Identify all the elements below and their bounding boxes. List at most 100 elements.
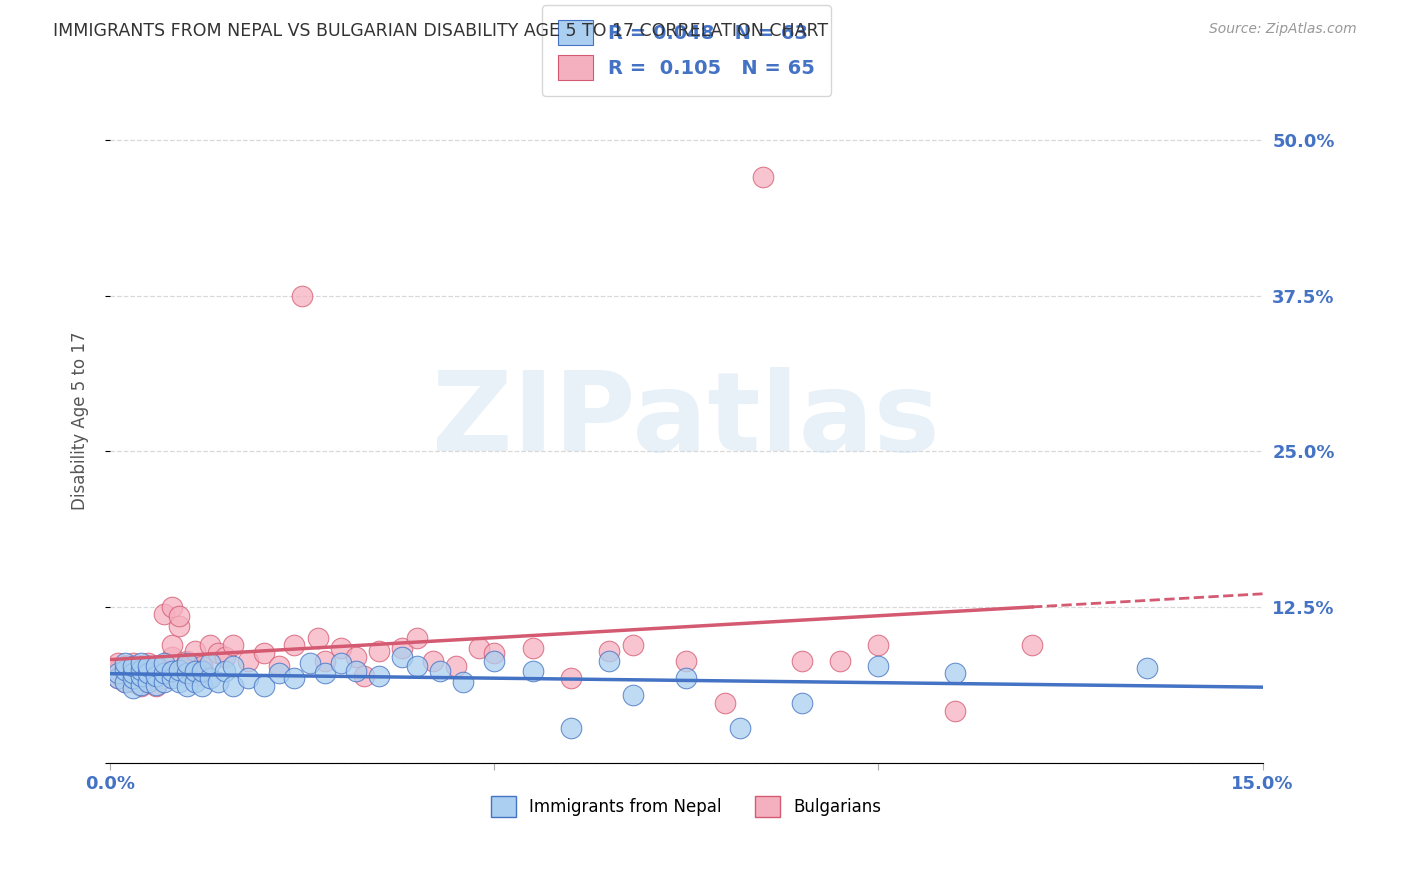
Point xyxy=(145,677,167,691)
Point xyxy=(790,696,813,710)
Point xyxy=(291,288,314,302)
Point xyxy=(675,654,697,668)
Point xyxy=(238,671,260,685)
Point xyxy=(160,650,183,665)
Point xyxy=(353,669,375,683)
Point xyxy=(675,671,697,685)
Point xyxy=(222,638,245,652)
Point xyxy=(198,638,221,652)
Point xyxy=(107,671,129,685)
Point xyxy=(422,654,444,668)
Point xyxy=(828,654,851,668)
Point xyxy=(138,675,160,690)
Point xyxy=(198,657,221,671)
Point xyxy=(176,666,198,681)
Point xyxy=(621,688,644,702)
Point xyxy=(484,654,506,668)
Point xyxy=(391,650,413,665)
Point xyxy=(153,671,176,685)
Point xyxy=(444,659,467,673)
Point xyxy=(752,170,775,185)
Point xyxy=(183,664,205,678)
Point xyxy=(283,638,305,652)
Point xyxy=(160,664,183,678)
Point xyxy=(183,669,205,683)
Point xyxy=(107,671,129,685)
Point xyxy=(114,675,136,690)
Legend: Immigrants from Nepal, Bulgarians: Immigrants from Nepal, Bulgarians xyxy=(485,789,889,823)
Point xyxy=(468,641,491,656)
Point xyxy=(406,632,429,646)
Point xyxy=(207,675,229,690)
Point xyxy=(129,659,152,673)
Point xyxy=(153,607,176,621)
Text: Source: ZipAtlas.com: Source: ZipAtlas.com xyxy=(1209,22,1357,37)
Text: ZIPatlas: ZIPatlas xyxy=(433,367,941,474)
Point xyxy=(214,664,236,678)
Point xyxy=(153,657,176,671)
Point xyxy=(138,675,160,690)
Point xyxy=(943,704,966,718)
Point xyxy=(176,657,198,671)
Point xyxy=(253,647,276,661)
Point xyxy=(176,654,198,668)
Point xyxy=(122,671,145,685)
Point xyxy=(167,663,190,677)
Point xyxy=(344,664,367,678)
Point xyxy=(207,647,229,661)
Point xyxy=(145,669,167,683)
Point xyxy=(160,638,183,652)
Point xyxy=(314,666,336,681)
Point xyxy=(114,666,136,681)
Point xyxy=(868,659,890,673)
Point xyxy=(329,657,352,671)
Point xyxy=(222,659,245,673)
Point xyxy=(790,654,813,668)
Point xyxy=(522,664,544,678)
Point xyxy=(122,666,145,681)
Point xyxy=(129,669,152,683)
Point xyxy=(868,638,890,652)
Point xyxy=(160,600,183,615)
Point xyxy=(114,663,136,677)
Point xyxy=(344,650,367,665)
Point xyxy=(167,609,190,624)
Point xyxy=(191,663,214,677)
Point xyxy=(283,671,305,685)
Point xyxy=(107,657,129,671)
Point xyxy=(484,647,506,661)
Point xyxy=(138,657,160,671)
Point xyxy=(238,654,260,668)
Point xyxy=(114,675,136,690)
Point xyxy=(167,619,190,633)
Point xyxy=(598,644,620,658)
Point xyxy=(122,657,145,671)
Point xyxy=(122,659,145,673)
Point xyxy=(621,638,644,652)
Point xyxy=(298,657,321,671)
Point xyxy=(560,671,582,685)
Point xyxy=(138,659,160,673)
Point xyxy=(138,666,160,681)
Point xyxy=(368,669,391,683)
Text: IMMIGRANTS FROM NEPAL VS BULGARIAN DISABILITY AGE 5 TO 17 CORRELATION CHART: IMMIGRANTS FROM NEPAL VS BULGARIAN DISAB… xyxy=(53,22,828,40)
Point xyxy=(114,657,136,671)
Point xyxy=(429,664,451,678)
Point xyxy=(1021,638,1043,652)
Point xyxy=(145,659,167,673)
Point xyxy=(122,666,145,681)
Point xyxy=(183,644,205,658)
Point xyxy=(191,679,214,693)
Y-axis label: Disability Age 5 to 17: Disability Age 5 to 17 xyxy=(72,331,89,509)
Point xyxy=(522,641,544,656)
Point xyxy=(214,650,236,665)
Point xyxy=(129,663,152,677)
Point xyxy=(560,721,582,735)
Point xyxy=(114,659,136,673)
Point xyxy=(153,663,176,677)
Point xyxy=(307,632,329,646)
Point xyxy=(122,675,145,690)
Point xyxy=(129,679,152,693)
Point xyxy=(138,666,160,681)
Point xyxy=(598,654,620,668)
